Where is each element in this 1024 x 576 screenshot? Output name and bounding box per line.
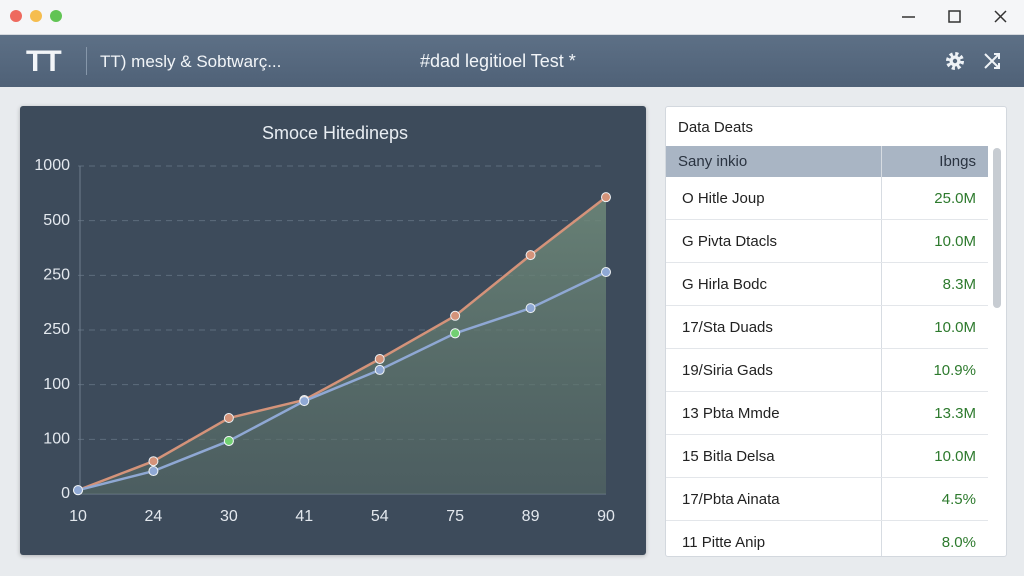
cell-name: 17/Sta Duads <box>666 305 882 349</box>
x-tick-label: 30 <box>220 508 238 525</box>
data-point <box>450 310 461 321</box>
table-row[interactable]: 11 Pitte Anip 8.0% <box>666 520 988 556</box>
series-line <box>77 196 607 492</box>
x-tick-label: 24 <box>145 508 163 525</box>
data-point <box>450 328 461 339</box>
cell-value: 10.0M <box>881 434 988 478</box>
close-dot[interactable] <box>10 10 22 22</box>
data-point <box>223 435 234 446</box>
y-tick-label: 250 <box>43 267 70 284</box>
data-point <box>148 466 159 477</box>
cell-value: 10.0M <box>881 219 988 263</box>
cell-name: 19/Siria Gads <box>666 348 882 392</box>
cell-value: 13.3M <box>881 391 988 435</box>
zoom-dot[interactable] <box>50 10 62 22</box>
cell-value: 4.5% <box>881 477 988 521</box>
data-point <box>148 456 159 467</box>
y-tick-label: 100 <box>43 376 70 393</box>
app-name: TT) mesly & Sobtwarç... <box>100 52 282 71</box>
cell-name: G Hirla Bodc <box>666 262 882 306</box>
data-point <box>374 364 385 375</box>
cell-name: 11 Pitte Anip <box>666 520 882 556</box>
x-tick-label: 54 <box>371 508 389 525</box>
y-tick-label: 500 <box>43 212 70 229</box>
table-title: Data Deats <box>678 119 754 136</box>
data-point <box>73 485 83 496</box>
data-point <box>601 267 611 278</box>
data-point <box>374 353 385 364</box>
logo: TT <box>26 45 62 78</box>
x-tick-label: 75 <box>446 508 464 525</box>
data-point <box>525 303 536 314</box>
cell-name: 17/Pbta Ainata <box>666 477 882 521</box>
area <box>78 197 606 494</box>
cell-name: 15 Bitla Delsa <box>666 434 882 478</box>
table-panel: Data Deats Sany inkio Ibngs O Hitle Joup 25… <box>665 106 1007 557</box>
separator <box>86 47 87 75</box>
column-header: Ibngs <box>881 146 988 177</box>
cell-name: O Hitle Joup <box>666 177 882 220</box>
share-icon[interactable] <box>984 53 1000 69</box>
data-table: Sany inkio Ibngs O Hitle Joup 25.0M G Pivta … <box>666 146 988 556</box>
data-point <box>223 413 234 424</box>
chart-title: Smoce Hitedineps <box>262 123 408 143</box>
title-bar <box>0 0 1024 35</box>
table-row[interactable]: G Hirla Bodc 8.3M <box>666 262 988 306</box>
data-point <box>299 396 310 407</box>
y-tick-label: 250 <box>43 321 70 338</box>
x-tick-label: 10 <box>69 508 87 525</box>
document-title: #dad legitioel Test * <box>420 51 576 71</box>
data-point <box>601 192 611 203</box>
table-row[interactable]: 15 Bitla Delsa 10.0M <box>666 434 988 478</box>
cell-value: 25.0M <box>881 177 988 220</box>
cell-value: 10.0M <box>881 305 988 349</box>
close-button[interactable] <box>994 10 1007 23</box>
minimize-dot[interactable] <box>30 10 42 22</box>
series-line <box>77 270 607 492</box>
table-row[interactable]: G Pivta Dtacls 10.0M <box>666 219 988 263</box>
table-row[interactable]: 19/Siria Gads 10.9% <box>666 348 988 392</box>
scrollbar[interactable] <box>993 148 1001 308</box>
table-row[interactable]: 17/Sta Duads 10.0M <box>666 305 988 349</box>
x-tick-label: 89 <box>522 508 540 525</box>
settings-icon[interactable] <box>946 52 964 70</box>
cell-value: 10.9% <box>881 348 988 392</box>
y-tick-label: 100 <box>43 431 70 448</box>
y-tick-label: 1000 <box>34 157 70 174</box>
data-point <box>525 250 536 261</box>
table-row[interactable]: 17/Pbta Ainata 4.5% <box>666 477 988 521</box>
x-tick-label: 90 <box>597 508 615 525</box>
header-bar: TT TT) mesly & Sobtwarç... #dad legitioe… <box>0 35 1024 87</box>
cell-value: 8.3M <box>881 262 988 306</box>
cell-name: 13 Pbta Mmde <box>666 391 882 435</box>
y-tick-label: 0 <box>61 485 70 502</box>
header-icons <box>946 52 1000 70</box>
maximize-button[interactable] <box>948 10 961 23</box>
cell-value: 8.0% <box>881 520 988 556</box>
table-row[interactable]: O Hitle Joup 25.0M <box>666 177 988 220</box>
x-tick-label: 41 <box>295 508 313 525</box>
column-header: Sany inkio <box>666 146 882 177</box>
cell-name: G Pivta Dtacls <box>666 219 882 263</box>
table-row[interactable]: 13 Pbta Mmde 13.3M <box>666 391 988 435</box>
window-controls <box>902 10 1007 23</box>
